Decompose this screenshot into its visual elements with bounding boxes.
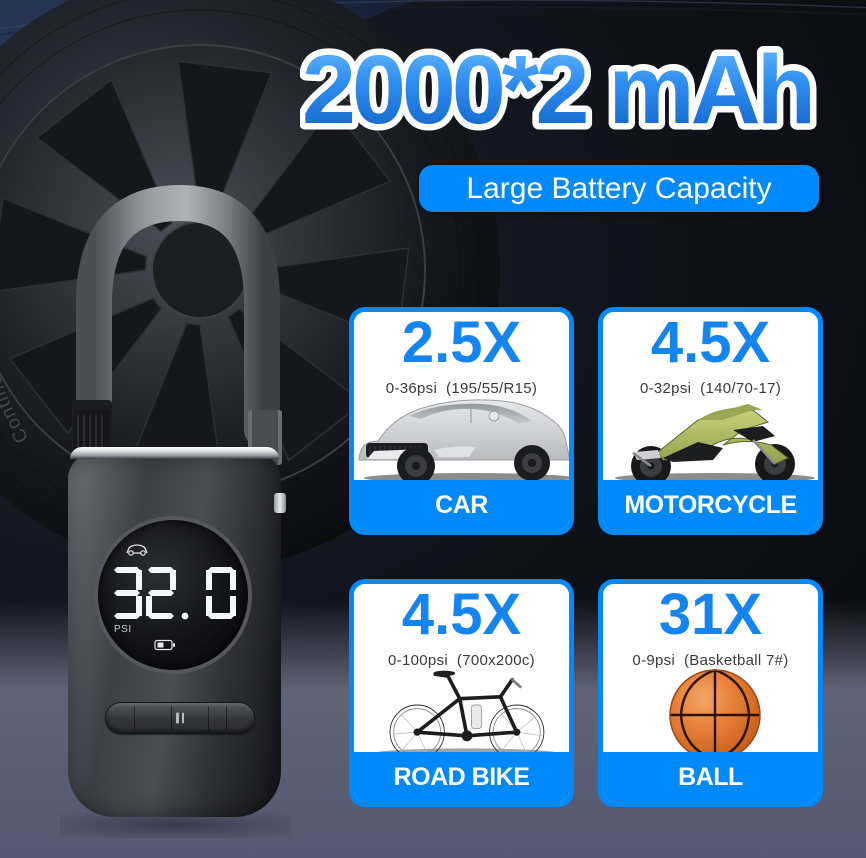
svg-text:2000*2 mAh: 2000*2 mAh [302, 35, 812, 144]
